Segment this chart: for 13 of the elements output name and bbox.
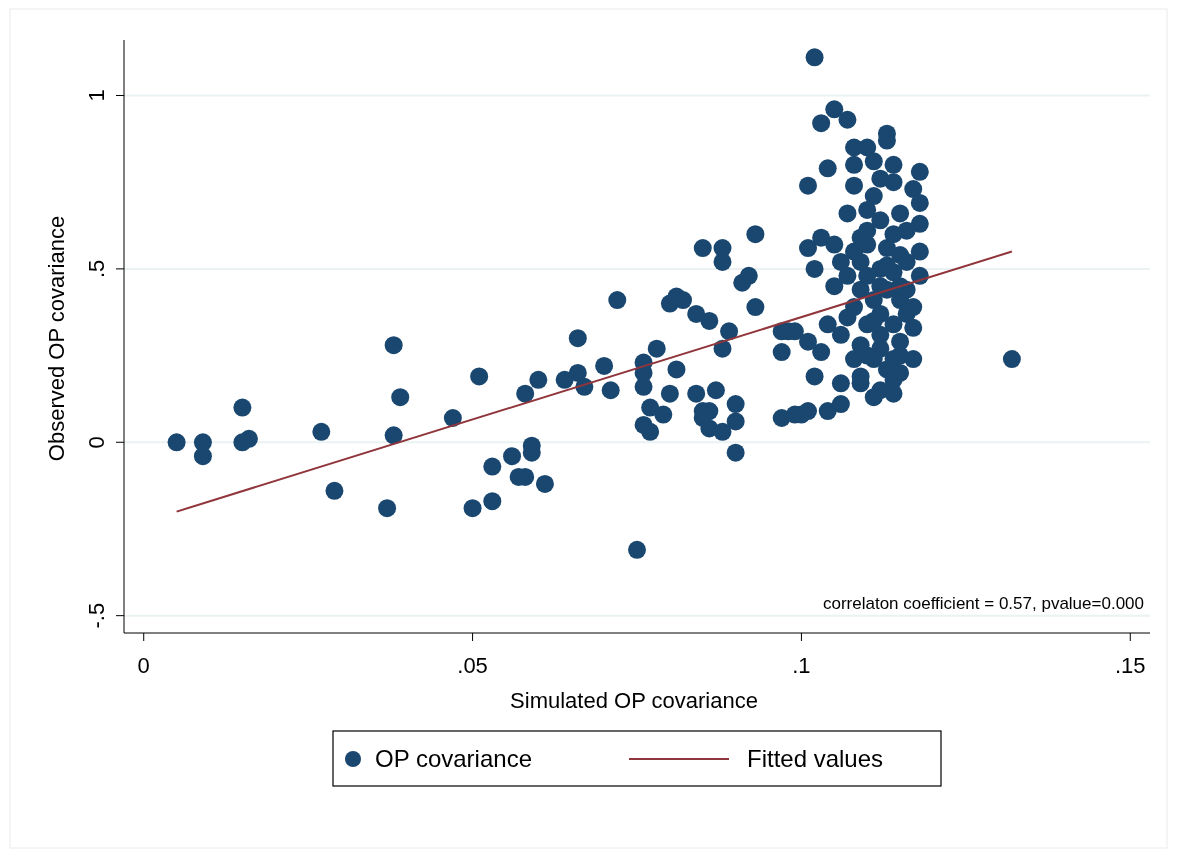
legend-label: OP covariance xyxy=(375,745,532,772)
y-tick-label: -.5 xyxy=(84,602,109,629)
x-tick-label: 0 xyxy=(137,653,150,678)
x-tick-label: .1 xyxy=(792,653,811,678)
annotation: correlaton coefficient = 0.57, pvalue=0.000 xyxy=(822,594,1144,613)
y-axis-title: Observed OP covariance xyxy=(44,215,69,462)
y-tick-label: 1 xyxy=(84,89,109,102)
legend-label: Fitted values xyxy=(747,745,884,772)
y-tick-label: 0 xyxy=(84,436,109,449)
x-tick-label: .05 xyxy=(457,653,488,678)
x-tick-label: .15 xyxy=(1114,653,1146,678)
x-axis-title: Simulated OP covariance xyxy=(510,688,758,713)
y-tick-label: .5 xyxy=(84,259,109,279)
